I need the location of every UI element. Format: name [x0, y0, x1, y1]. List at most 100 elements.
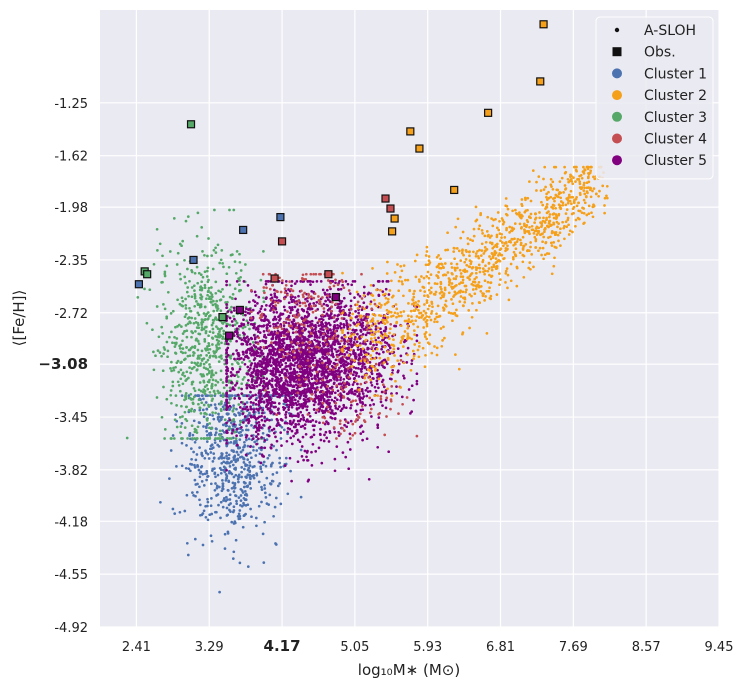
sim-point [244, 363, 247, 366]
sim-point [232, 353, 235, 356]
sim-point [304, 423, 307, 426]
sim-point [264, 492, 267, 495]
sim-point [590, 166, 593, 169]
sim-point [337, 327, 340, 330]
sim-point [290, 294, 293, 297]
sim-point [367, 293, 370, 296]
sim-point [287, 288, 290, 291]
sim-point [201, 326, 204, 329]
sim-point [288, 306, 291, 309]
sim-point [229, 389, 232, 392]
sim-point [300, 344, 303, 347]
sim-point [289, 368, 292, 371]
sim-point [191, 424, 194, 427]
sim-point [220, 341, 223, 344]
sim-point [297, 295, 300, 298]
sim-point [377, 336, 380, 339]
sim-point [265, 371, 268, 374]
sim-point [318, 336, 321, 339]
sim-point [250, 289, 253, 292]
sim-point [233, 423, 236, 426]
sim-point [308, 365, 311, 368]
sim-point [306, 370, 309, 373]
sim-point [335, 437, 338, 440]
sim-point [334, 391, 337, 394]
sim-point [326, 405, 329, 408]
sim-point [390, 398, 393, 401]
sim-point [212, 300, 215, 303]
sim-point [240, 343, 243, 346]
sim-point [273, 432, 276, 435]
sim-point [334, 348, 337, 351]
sim-point [446, 249, 449, 252]
sim-point [362, 392, 365, 395]
sim-point [345, 383, 348, 386]
sim-point [295, 302, 298, 305]
sim-point [274, 358, 277, 361]
sim-point [357, 301, 360, 304]
sim-point [344, 456, 347, 459]
sim-point [401, 396, 404, 399]
sim-point [592, 176, 595, 179]
sim-point [294, 296, 297, 299]
sim-point [342, 451, 345, 454]
sim-point [156, 249, 159, 252]
sim-point [576, 205, 579, 208]
sim-point [171, 381, 174, 384]
sim-point [288, 315, 291, 318]
sim-point [250, 416, 253, 419]
sim-point [218, 330, 221, 333]
sim-point [478, 264, 481, 267]
sim-point [343, 326, 346, 329]
sim-point [225, 408, 228, 411]
sim-point [187, 554, 190, 557]
sim-point [184, 411, 187, 414]
sim-point [162, 303, 165, 306]
sim-point [232, 557, 235, 560]
sim-point [175, 465, 178, 468]
sim-point [328, 314, 331, 317]
sim-point [333, 362, 336, 365]
sim-point [214, 482, 217, 485]
sim-point [230, 254, 233, 257]
sim-point [534, 240, 537, 243]
sim-point [267, 333, 270, 336]
sim-point [299, 370, 302, 373]
sim-point [192, 354, 195, 357]
sim-point [220, 408, 223, 411]
sim-point [189, 354, 192, 357]
sim-point [205, 401, 208, 404]
sim-point [403, 377, 406, 380]
sim-point [285, 284, 288, 287]
sim-point [385, 415, 388, 418]
sim-point [293, 319, 296, 322]
sim-point [199, 354, 202, 357]
sim-point [477, 255, 480, 258]
sim-point [288, 280, 291, 283]
sim-point [354, 310, 357, 313]
sim-point [338, 370, 341, 373]
sim-point [355, 380, 358, 383]
sim-point [246, 464, 249, 467]
sim-point [176, 426, 179, 429]
sim-point [184, 304, 187, 307]
sim-point [255, 372, 258, 375]
sim-point [236, 250, 239, 253]
sim-point [220, 357, 223, 360]
sim-point [214, 316, 217, 319]
sim-point [257, 404, 260, 407]
sim-point [205, 430, 208, 433]
sim-point [307, 325, 310, 328]
sim-point [196, 235, 199, 238]
sim-point [290, 341, 293, 344]
sim-point [263, 395, 266, 398]
sim-point [360, 424, 363, 427]
sim-point [339, 379, 342, 382]
sim-point [334, 330, 337, 333]
sim-point [304, 360, 307, 363]
sim-point [184, 298, 187, 301]
sim-point [194, 317, 197, 320]
sim-point [357, 293, 360, 296]
sim-point [233, 458, 236, 461]
sim-point [225, 379, 228, 382]
